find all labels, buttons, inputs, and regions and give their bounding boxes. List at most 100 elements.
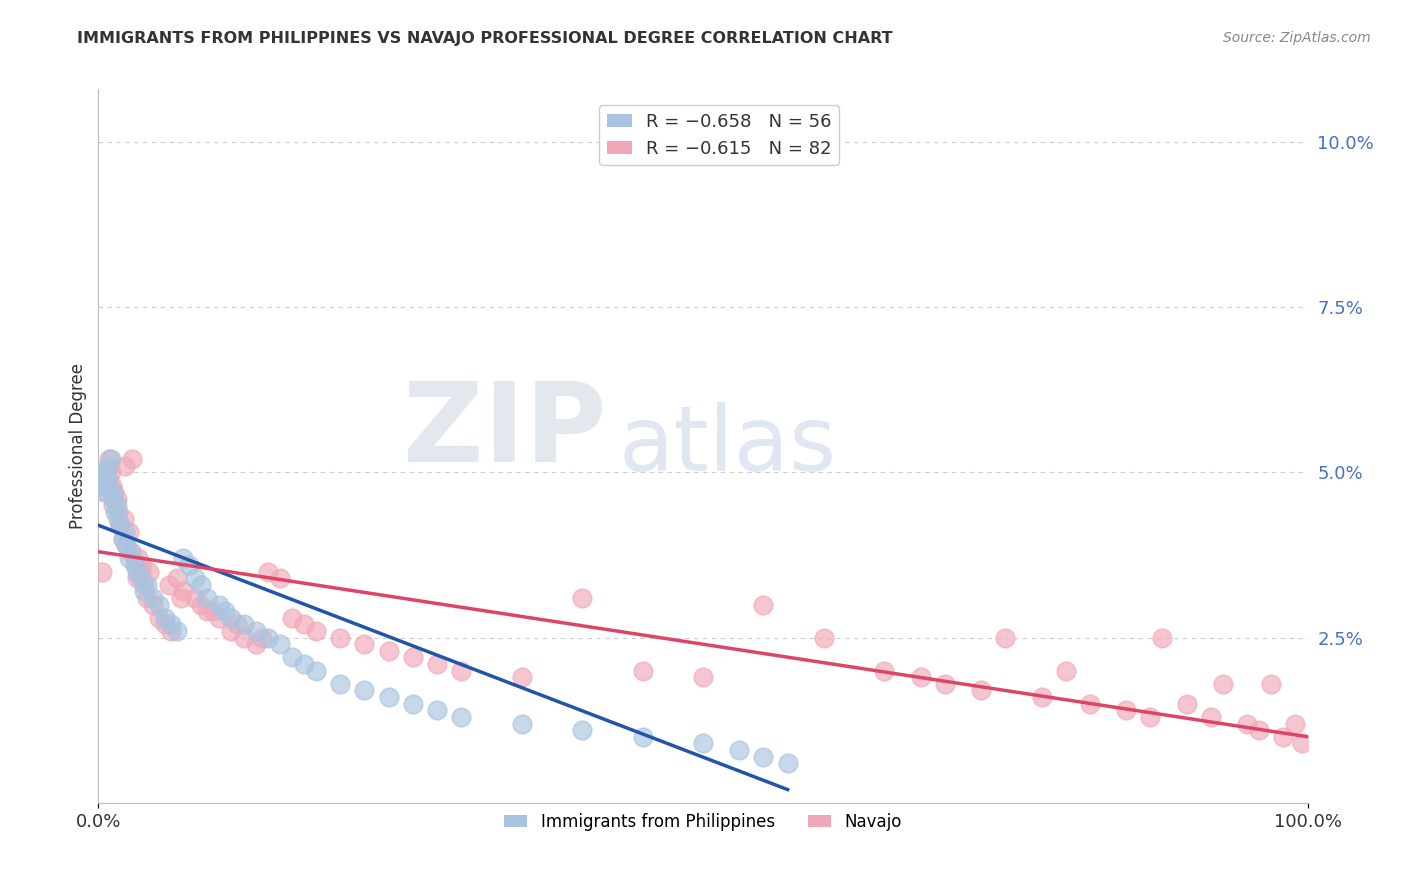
Point [873, 664, 896, 678]
Point [250, 631, 273, 645]
Point [103, 485, 125, 500]
Point [970, 683, 993, 698]
Point [148, 611, 170, 625]
Point [111, 532, 134, 546]
Point [1249, 723, 1271, 738]
Text: Source: ZipAtlas.com: Source: ZipAtlas.com [1223, 31, 1371, 45]
Point [114, 524, 136, 539]
Point [1031, 690, 1053, 704]
Point [129, 565, 152, 579]
Point [160, 617, 183, 632]
Text: ZIP: ZIP [404, 378, 606, 485]
Point [329, 631, 352, 645]
Point [153, 611, 176, 625]
Point [148, 598, 170, 612]
Point [214, 604, 236, 618]
Point [100, 485, 122, 500]
Point [232, 631, 254, 645]
Point [692, 736, 714, 750]
Point [426, 657, 449, 671]
Point [153, 617, 176, 632]
Point [994, 631, 1017, 645]
Point [329, 677, 352, 691]
Point [121, 452, 143, 467]
Point [281, 611, 304, 625]
Point [510, 670, 533, 684]
Point [776, 756, 799, 771]
Point [169, 591, 191, 605]
Point [1054, 664, 1077, 678]
Point [752, 598, 775, 612]
Point [208, 598, 231, 612]
Point [353, 637, 375, 651]
Point [98, 452, 121, 467]
Point [93, 485, 115, 500]
Point [107, 511, 129, 525]
Point [1175, 697, 1198, 711]
Point [91, 565, 114, 579]
Point [195, 604, 218, 618]
Point [1199, 710, 1222, 724]
Point [426, 703, 449, 717]
Point [124, 558, 146, 572]
Point [281, 650, 304, 665]
Point [221, 611, 243, 625]
Point [129, 571, 152, 585]
Point [135, 591, 157, 605]
Point [1236, 716, 1258, 731]
Point [124, 558, 146, 572]
Point [134, 584, 156, 599]
Point [166, 571, 188, 585]
Point [127, 571, 149, 585]
Point [269, 637, 291, 651]
Point [292, 617, 315, 632]
Point [157, 578, 180, 592]
Point [115, 538, 138, 552]
Point [510, 716, 533, 731]
Point [115, 538, 138, 552]
Point [292, 657, 315, 671]
Text: atlas: atlas [619, 402, 837, 490]
Point [190, 598, 212, 612]
Point [190, 578, 212, 592]
Point [631, 664, 654, 678]
Point [172, 584, 194, 599]
Point [1284, 716, 1306, 731]
Point [111, 532, 134, 546]
Point [120, 545, 142, 559]
Y-axis label: Professional Degree: Professional Degree [69, 363, 87, 529]
Point [184, 591, 207, 605]
Point [108, 518, 131, 533]
Point [450, 664, 472, 678]
Point [135, 578, 157, 592]
Point [1078, 697, 1101, 711]
Point [166, 624, 188, 638]
Point [134, 578, 156, 592]
Point [100, 466, 122, 480]
Legend: Immigrants from Philippines, Navajo: Immigrants from Philippines, Navajo [498, 806, 908, 838]
Point [221, 624, 243, 638]
Point [813, 631, 835, 645]
Point [91, 466, 114, 480]
Point [232, 617, 254, 632]
Point [131, 558, 153, 572]
Point [692, 670, 714, 684]
Point [101, 491, 124, 506]
Point [105, 491, 128, 506]
Point [118, 524, 141, 539]
Point [96, 472, 118, 486]
Point [172, 551, 194, 566]
Point [728, 743, 751, 757]
Point [104, 505, 127, 519]
Point [1260, 677, 1282, 691]
Point [402, 650, 425, 665]
Point [1272, 730, 1295, 744]
Point [305, 624, 328, 638]
Point [226, 617, 249, 632]
Point [97, 472, 120, 486]
Point [127, 551, 149, 566]
Text: IMMIGRANTS FROM PHILIPPINES VS NAVAJO PROFESSIONAL DEGREE CORRELATION CHART: IMMIGRANTS FROM PHILIPPINES VS NAVAJO PR… [77, 31, 893, 46]
Point [195, 591, 218, 605]
Point [256, 565, 278, 579]
Point [100, 452, 122, 467]
